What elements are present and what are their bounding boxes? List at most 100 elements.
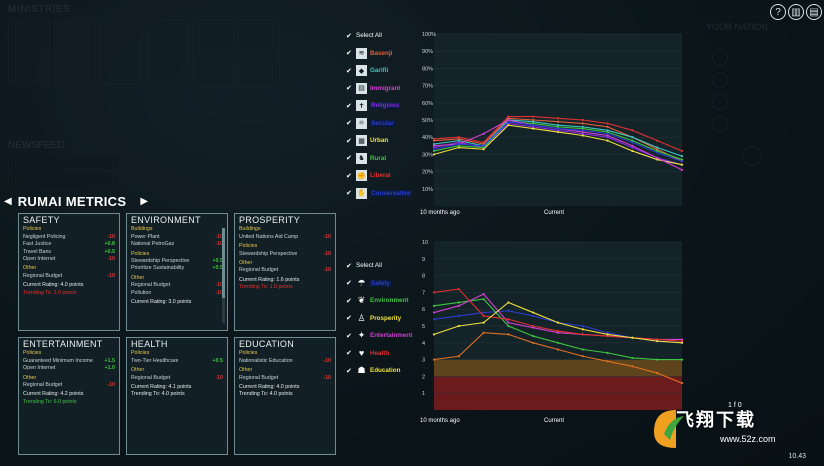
legend-item-safety[interactable]: ✔ ☂ Safety xyxy=(346,275,412,293)
data-point xyxy=(581,348,584,351)
data-point xyxy=(581,125,584,128)
your-nation-label: YOUR NATION xyxy=(706,22,768,32)
data-point xyxy=(556,348,560,351)
checkbox-icon[interactable]: ✔ xyxy=(346,367,352,375)
legend-item-education[interactable]: ✔ ☗ Education xyxy=(346,362,412,380)
panel-row: Two-Tier Healthcare +0.5 xyxy=(131,358,223,365)
panel-row: Pollution -10 xyxy=(131,290,223,297)
y-tick-label: 2 xyxy=(422,374,425,380)
legend-item-garifii[interactable]: ✔ ◆ Garifii xyxy=(346,62,412,80)
nation-icon xyxy=(712,72,728,88)
next-metrics-arrow-icon[interactable]: ▶ xyxy=(140,196,149,207)
y-tick-label: 80% xyxy=(422,66,433,72)
row-label: Regional Budget xyxy=(23,382,63,389)
data-point xyxy=(680,340,684,343)
panel-row: Travel Bans +0.5 xyxy=(23,249,115,256)
select-all-label: Select All xyxy=(356,262,382,270)
data-point xyxy=(432,139,436,142)
checkbox-icon[interactable]: ✔ xyxy=(346,172,352,180)
metric-panel-prosperity: PROSPERITY Buildings United Nations Aid Ca… xyxy=(234,213,336,331)
legend-item-prosperity[interactable]: ✔ ♙ Prosperity xyxy=(346,310,412,328)
heart-icon: ♥ xyxy=(358,348,365,359)
data-point xyxy=(606,333,609,336)
entertainment-icon: ✦ xyxy=(357,330,366,341)
panel-title: ENTERTAINMENT xyxy=(23,339,103,349)
data-point xyxy=(482,292,485,296)
panel-row: Guaranteed Minimum Income +1.5 xyxy=(23,358,115,365)
current-rating: Current Rating: 4.1 points xyxy=(131,384,192,391)
row-label: Open Internet xyxy=(23,365,56,372)
checkbox-icon[interactable]: ✔ xyxy=(346,315,352,323)
checkbox-icon[interactable]: ✔ xyxy=(346,120,352,128)
panel-scrollbar[interactable] xyxy=(222,228,225,323)
stats-button[interactable]: ▥ xyxy=(788,4,804,20)
data-point xyxy=(680,341,684,344)
data-point xyxy=(482,144,485,147)
checkbox-icon[interactable]: ✔ xyxy=(346,32,352,40)
data-point xyxy=(656,358,659,361)
legend-label: Rural xyxy=(370,154,387,162)
menu-button[interactable]: ▤ xyxy=(806,4,822,20)
nation-icon xyxy=(712,94,728,110)
legend-item-health[interactable]: ✔ ♥ Health xyxy=(346,345,412,363)
legend-item-conservative[interactable]: ✔ ✋ Conservative xyxy=(346,185,412,203)
nation-icon xyxy=(712,116,728,132)
data-point xyxy=(581,333,584,336)
checkbox-icon[interactable]: ✔ xyxy=(346,102,352,110)
checkbox-icon[interactable]: ✔ xyxy=(346,190,352,198)
legend-item-environment[interactable]: ✔ ❦ Environment xyxy=(346,292,412,310)
checkbox-icon[interactable]: ✔ xyxy=(346,137,352,145)
stats-icon: ▥ xyxy=(791,6,801,18)
checkbox-icon[interactable]: ✔ xyxy=(346,350,352,358)
city-icon: ▦ xyxy=(356,135,367,147)
legend-item-urban[interactable]: ✔ ▦ Urban xyxy=(346,132,412,150)
panel-row: Power Plant -10 xyxy=(131,234,223,241)
row-label: Travel Bans xyxy=(23,248,52,255)
data-point xyxy=(457,314,460,318)
diamond-icon: ◆ xyxy=(356,65,367,77)
scrollbar-thumb[interactable] xyxy=(222,228,225,298)
chart1-x-label-current: Current xyxy=(544,210,565,216)
data-point xyxy=(457,137,460,141)
panel-row: Stewardship Perspective +0.5 xyxy=(131,258,223,265)
minister-portrait xyxy=(146,20,188,84)
help-button[interactable]: ? xyxy=(770,4,786,20)
select-all-row[interactable]: ✔ Select All xyxy=(346,27,412,45)
data-point xyxy=(482,148,485,151)
data-point xyxy=(556,124,560,127)
legend-item-liberal[interactable]: ✔ ✊ Liberal xyxy=(346,167,412,185)
data-point xyxy=(631,146,634,149)
panel-section-heading: Other xyxy=(239,367,253,374)
row-value: -10 xyxy=(215,241,223,248)
metrics-title: RUMAI METRICS xyxy=(17,194,127,209)
checkbox-icon[interactable]: ✔ xyxy=(346,280,352,288)
row-value: -10 xyxy=(107,272,115,279)
checkbox-icon[interactable]: ✔ xyxy=(346,155,352,163)
prev-metrics-arrow-icon[interactable]: ◀ xyxy=(4,196,12,207)
legend-item-rural[interactable]: ✔ ♞ Rural xyxy=(346,150,412,168)
checkbox-icon[interactable]: ✔ xyxy=(346,85,352,93)
y-tick-label: 8 xyxy=(422,274,425,280)
checkbox-icon[interactable]: ✔ xyxy=(346,67,352,75)
legend-item-religious[interactable]: ✔ ✝ Religious xyxy=(346,97,412,115)
row-label: United Nations Aid Camp xyxy=(239,233,299,240)
checkbox-icon[interactable]: ✔ xyxy=(346,332,352,340)
data-point xyxy=(482,331,485,334)
data-point xyxy=(581,328,584,331)
data-point xyxy=(656,338,659,341)
panel-title: EDUCATION xyxy=(239,339,295,349)
checkbox-icon[interactable]: ✔ xyxy=(346,262,352,270)
legend-item-entertainment[interactable]: ✔ ✦ Entertainment xyxy=(346,327,412,345)
legend-item-immigrant[interactable]: ✔ ▤ Immigrant xyxy=(346,80,412,98)
row-label: Guaranteed Minimum Income xyxy=(23,357,93,364)
data-point xyxy=(680,168,684,171)
group-legend: ✔ Select All ✔ ≋ Basenji ✔ ◆ Garifii ✔ ▤ Immigrant… xyxy=(346,27,412,202)
select-all-row[interactable]: ✔ Select All xyxy=(346,257,412,275)
legend-item-basenji[interactable]: ✔ ≋ Basenji xyxy=(346,45,412,63)
checkbox-icon[interactable]: ✔ xyxy=(346,50,352,58)
row-value: -10 xyxy=(215,233,223,240)
data-point xyxy=(556,125,560,128)
legend-item-secular[interactable]: ✔ ⚛ Secular xyxy=(346,115,412,133)
checkbox-icon[interactable]: ✔ xyxy=(346,297,352,305)
panel-title: HEALTH xyxy=(131,339,168,349)
